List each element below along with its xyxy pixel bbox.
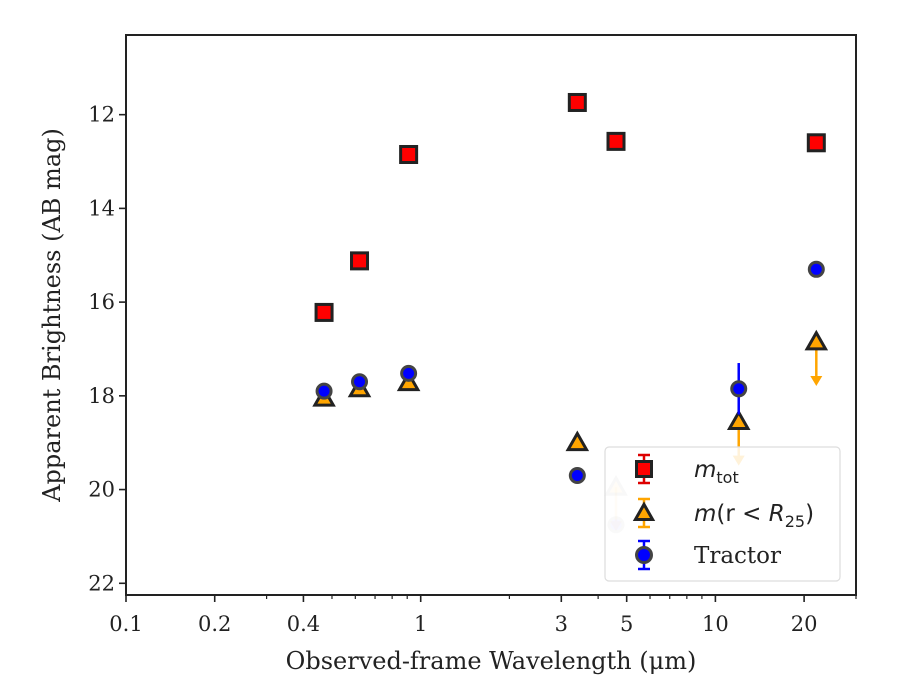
data-point: [606, 131, 626, 151]
data-point: [804, 329, 829, 351]
x-tick-label: 10: [702, 612, 729, 636]
x-tick-label: 5: [620, 612, 633, 636]
plot-frame: [125, 34, 857, 596]
data-point: [730, 380, 748, 398]
legend-box: [604, 446, 841, 582]
arrow-head: [810, 375, 823, 386]
x-axis-label: Observed-frame Wavelength (μm): [286, 647, 697, 675]
legend-marker-triangle: [632, 501, 656, 521]
legend-item: Tractor: [635, 539, 781, 571]
legend-marker-square: [635, 460, 653, 478]
axis-ticks: 0.1 0.2 0.4 1 3 5 10 20 12 14 16 18 20 22: [88, 103, 857, 636]
y-tick-label: 14: [88, 196, 115, 220]
y-axis-label: Apparent Brightness (AB mag): [38, 128, 66, 503]
y-tick-label: 22: [88, 571, 115, 595]
data-point: [726, 409, 751, 431]
legend-item: m(r < R25): [632, 497, 814, 531]
legend-label: Tractor: [694, 543, 781, 569]
legend-label-text: (r <: [716, 501, 768, 527]
legend-marker-circle: [635, 546, 653, 564]
legend-label-subscript: tot: [716, 468, 738, 487]
x-tick-label: 0.1: [109, 612, 142, 636]
y-tick-label: 18: [88, 384, 115, 408]
y-tick-label: 12: [88, 103, 115, 127]
legend-label: m(r < R25): [694, 501, 814, 531]
legend-label-subscript: 25: [785, 512, 805, 531]
data-series: [312, 92, 829, 534]
data-point: [567, 92, 587, 112]
x-tick-label: 0.2: [198, 612, 231, 636]
data-point: [315, 382, 333, 400]
y-tick-label: 16: [88, 290, 115, 314]
x-tick-label: 0.4: [287, 612, 320, 636]
data-point: [565, 430, 590, 452]
legend-item: mtot: [635, 453, 739, 487]
data-point: [568, 467, 586, 485]
legend-label: mtot: [694, 457, 739, 487]
legend-label-symbol: R: [769, 501, 785, 527]
legend-label-symbol: m: [694, 457, 716, 483]
data-point: [351, 373, 369, 391]
data-point: [314, 302, 334, 322]
data-point: [399, 144, 419, 164]
x-tick-label: 20: [791, 612, 818, 636]
y-tick-label: 20: [88, 478, 115, 502]
legend-label-symbol: m: [694, 501, 716, 527]
data-point: [806, 133, 826, 153]
data-point: [807, 260, 825, 278]
series-square-points: [314, 92, 826, 322]
x-tick-label: 3: [555, 612, 568, 636]
legend-label-text: ): [805, 501, 814, 527]
data-point: [400, 364, 418, 382]
x-tick-label: 1: [414, 612, 427, 636]
data-point: [350, 251, 370, 271]
